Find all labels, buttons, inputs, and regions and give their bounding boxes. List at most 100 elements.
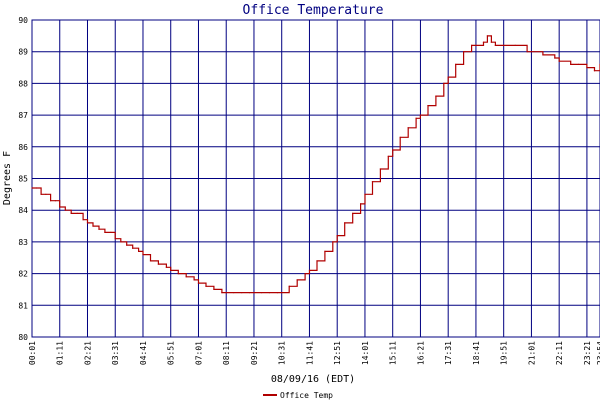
- data-point: [304, 273, 306, 275]
- x-tick-label: 18:41: [472, 341, 481, 365]
- data-point: [371, 181, 374, 183]
- data-point: [185, 276, 187, 278]
- x-tick-label: 23:21: [583, 341, 592, 365]
- data-point: [45, 193, 47, 195]
- data-point: [482, 41, 485, 43]
- data-point: [157, 263, 160, 265]
- x-axis-label: 08/09/16 (EDT): [271, 374, 355, 385]
- x-tick-label: 11:41: [305, 341, 314, 365]
- data-point: [415, 117, 417, 119]
- y-tick-label: 89: [18, 48, 28, 57]
- data-point: [31, 187, 33, 189]
- x-tick-label: 22:11: [555, 341, 564, 365]
- data-point: [503, 44, 505, 46]
- data-point: [288, 285, 290, 287]
- data-point: [225, 292, 227, 294]
- data-point: [526, 51, 528, 53]
- data-point: [463, 51, 465, 53]
- data-point: [486, 35, 489, 37]
- data-point: [359, 203, 362, 205]
- data-point: [142, 253, 144, 256]
- data-point: [514, 44, 516, 46]
- data-point: [126, 244, 128, 246]
- data-point: [193, 279, 195, 281]
- x-tick-label: 14:01: [361, 341, 370, 365]
- y-tick-label: 85: [18, 175, 28, 184]
- series-layer: [31, 35, 600, 294]
- data-point: [249, 292, 251, 294]
- data-point: [132, 247, 134, 249]
- data-point: [114, 238, 116, 240]
- data-point: [92, 225, 94, 227]
- data-point: [542, 54, 544, 56]
- data-point: [40, 193, 42, 195]
- x-tick-label: 17:31: [444, 341, 453, 365]
- y-tick-label: 84: [18, 206, 28, 215]
- data-point: [490, 41, 492, 43]
- data-point: [443, 82, 445, 84]
- y-tick-label: 82: [18, 270, 28, 279]
- data-point: [177, 273, 179, 275]
- data-point: [470, 44, 473, 46]
- x-tick-label: 07:01: [194, 341, 203, 365]
- y-axis-label: Degrees F: [2, 151, 13, 205]
- y-tick-label: 90: [18, 16, 28, 25]
- data-point: [344, 222, 346, 224]
- series-line: [32, 35, 600, 294]
- legend-label: Office Temp: [280, 391, 333, 400]
- y-tick-label: 87: [18, 111, 28, 120]
- data-point: [98, 228, 100, 230]
- data-point: [149, 260, 152, 262]
- data-point: [447, 76, 449, 78]
- data-point: [170, 269, 172, 272]
- x-tick-label: 23:54: [596, 341, 600, 365]
- data-point: [197, 282, 200, 284]
- x-tick-label: 02:21: [83, 341, 92, 365]
- data-point: [577, 63, 580, 65]
- x-tick-label: 08:11: [222, 341, 231, 365]
- data-point: [324, 250, 326, 253]
- data-point: [296, 279, 298, 281]
- data-point: [241, 292, 243, 294]
- data-point: [407, 127, 409, 129]
- x-tick-label: 16:21: [416, 341, 425, 365]
- data-point: [50, 200, 52, 202]
- data-point: [419, 114, 422, 116]
- data-point: [427, 104, 429, 107]
- data-point: [86, 222, 89, 224]
- data-point: [54, 200, 56, 202]
- data-point: [475, 44, 477, 46]
- data-point: [138, 250, 140, 253]
- x-tick-label: 01:11: [56, 341, 65, 365]
- data-point: [316, 260, 318, 262]
- data-point: [558, 60, 560, 62]
- data-point: [332, 241, 334, 243]
- data-point: [59, 206, 61, 208]
- data-point: [165, 266, 167, 268]
- data-point: [276, 292, 278, 294]
- x-tick-label: 00:01: [28, 341, 37, 365]
- data-point: [336, 234, 338, 237]
- data-point: [364, 193, 366, 195]
- data-point: [110, 231, 112, 233]
- data-point: [530, 51, 533, 53]
- y-tick-label: 88: [18, 79, 28, 88]
- data-point: [76, 212, 78, 214]
- data-point: [570, 63, 572, 65]
- data-point: [253, 292, 255, 294]
- data-point: [82, 219, 84, 221]
- data-point: [120, 241, 122, 243]
- data-point: [308, 269, 311, 272]
- x-tick-label: 12:51: [333, 341, 342, 365]
- data-point: [260, 292, 263, 294]
- y-tick-label: 86: [18, 143, 28, 152]
- data-point: [268, 292, 271, 294]
- data-point: [213, 288, 215, 291]
- data-point: [455, 63, 457, 65]
- data-point: [352, 212, 354, 214]
- data-point: [104, 231, 106, 233]
- data-point: [494, 44, 496, 46]
- y-tick-label: 81: [18, 301, 28, 310]
